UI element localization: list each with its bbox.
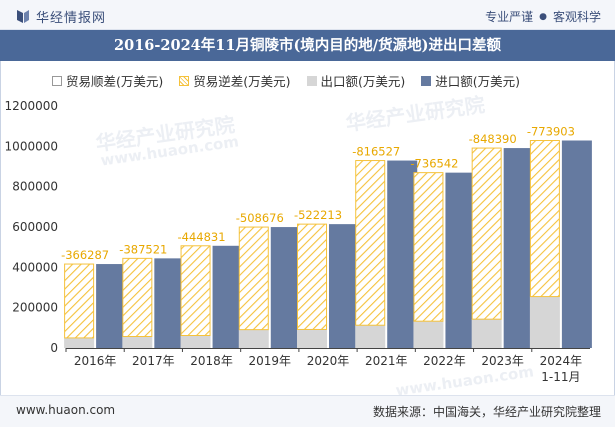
legend-swatch-import <box>421 75 432 86</box>
x-tick-label: 2018年 <box>190 354 233 368</box>
bar-export <box>355 325 386 348</box>
bar-export <box>64 337 95 348</box>
chart-title: 2016-2024年11月铜陵市(境内目的地/货源地)进出口差额 <box>114 37 501 54</box>
brand-logo-icon <box>16 9 30 24</box>
bar-deficit <box>297 223 327 330</box>
data-label-deficit: -508676 <box>236 211 284 225</box>
x-tick-label: 2019年 <box>249 354 292 368</box>
y-tick-label: 400000 <box>12 260 58 274</box>
bar-deficit <box>471 147 502 320</box>
y-tick-label: 0 <box>50 341 58 355</box>
footer-website-link[interactable]: www.huaon.com <box>16 403 116 417</box>
legend-label-export: 出口额(万美元) <box>320 74 406 89</box>
x-tick-label: 2021年 <box>365 354 408 368</box>
x-tick-label: 2024年 <box>540 354 583 368</box>
bar-export <box>180 335 211 348</box>
title-bar: 2016-2024年11月铜陵市(境内目的地/货源地)进出口差额 <box>0 30 615 61</box>
bar-deficit <box>529 140 560 298</box>
y-tick-label: 1000000 <box>5 139 58 153</box>
bar-import <box>212 245 243 348</box>
footer: www.huaon.com 数据来源：中国海关，华经产业研究院整理 <box>0 395 615 427</box>
bar-export <box>238 329 269 348</box>
x-tick-label: 2023年 <box>481 354 524 368</box>
legend: 贸易顺差(万美元) 贸易逆差(万美元) 出口额(万美元) 进口额(万美元) <box>52 71 520 90</box>
bar-import <box>270 227 301 348</box>
legend-swatch-deficit <box>179 75 190 86</box>
bar-import <box>387 160 418 348</box>
bar-deficit <box>122 257 153 338</box>
bar-deficit <box>238 226 269 331</box>
bar-import <box>445 172 476 348</box>
tagline-separator: ● <box>539 11 547 22</box>
bar-export <box>122 336 153 348</box>
bar-import <box>96 264 127 348</box>
y-tick-label: 800000 <box>12 180 58 194</box>
bar-deficit <box>180 245 211 336</box>
bar-deficit <box>64 263 95 339</box>
y-tick-label: 1200000 <box>5 99 58 113</box>
legend-swatch-export <box>306 75 317 86</box>
bar-import <box>561 140 592 348</box>
legend-item-export[interactable]: 出口额(万美元) <box>306 71 406 90</box>
legend-item-deficit[interactable]: 贸易逆差(万美元) <box>179 71 291 90</box>
x-tick-label: 2017年 <box>132 354 175 368</box>
bar-import <box>154 258 185 348</box>
data-label-deficit: -736542 <box>410 157 458 171</box>
legend-swatch-surplus <box>52 75 62 86</box>
legend-item-import[interactable]: 进口额(万美元) <box>421 71 520 90</box>
x-tick-label: 2020年 <box>307 354 350 368</box>
bar-deficit <box>413 172 444 322</box>
legend-label-deficit: 贸易逆差(万美元) <box>193 74 291 89</box>
chart-plot: 0 200000 400000 600000 800000 1000000 1200000 2… <box>5 99 592 384</box>
tagline-right: 客观科学 <box>552 10 601 24</box>
data-label-deficit: -366287 <box>61 248 109 262</box>
x-tick-label: 2016年 <box>74 354 117 368</box>
bar-import <box>329 224 359 348</box>
brand-name: 华经情报网 <box>36 11 107 26</box>
bar-import <box>503 148 534 348</box>
data-label-deficit: -522213 <box>294 208 342 222</box>
legend-item-surplus[interactable]: 贸易顺差(万美元) <box>52 71 163 90</box>
y-tick-label: 200000 <box>12 301 58 315</box>
legend-label-import: 进口额(万美元) <box>435 74 521 89</box>
tagline: 专业严谨 ● 客观科学 <box>485 8 601 25</box>
data-label-deficit: -387521 <box>119 242 167 256</box>
bar-export <box>297 329 327 348</box>
bar-deficit <box>355 160 386 326</box>
y-tick-label: 600000 <box>12 220 58 234</box>
bar-export <box>471 319 502 348</box>
footer-source: 数据来源：中国海关，华经产业研究院整理 <box>372 405 601 419</box>
bar-export <box>413 321 444 348</box>
brand[interactable]: 华经情报网 <box>16 7 106 26</box>
data-label-deficit: -848390 <box>469 132 517 146</box>
data-label-deficit: -773903 <box>527 125 575 139</box>
legend-label-surplus: 贸易顺差(万美元) <box>66 74 164 89</box>
data-label-deficit: -444831 <box>178 230 226 244</box>
top-bar: 华经情报网 专业严谨 ● 客观科学 <box>0 0 615 30</box>
data-label-deficit: -816527 <box>352 145 400 159</box>
x-tick-label: 2022年 <box>423 354 466 368</box>
x-tick-label: 1-11月 <box>541 370 580 384</box>
tagline-left: 专业严谨 <box>485 10 534 24</box>
bar-export <box>529 296 560 348</box>
